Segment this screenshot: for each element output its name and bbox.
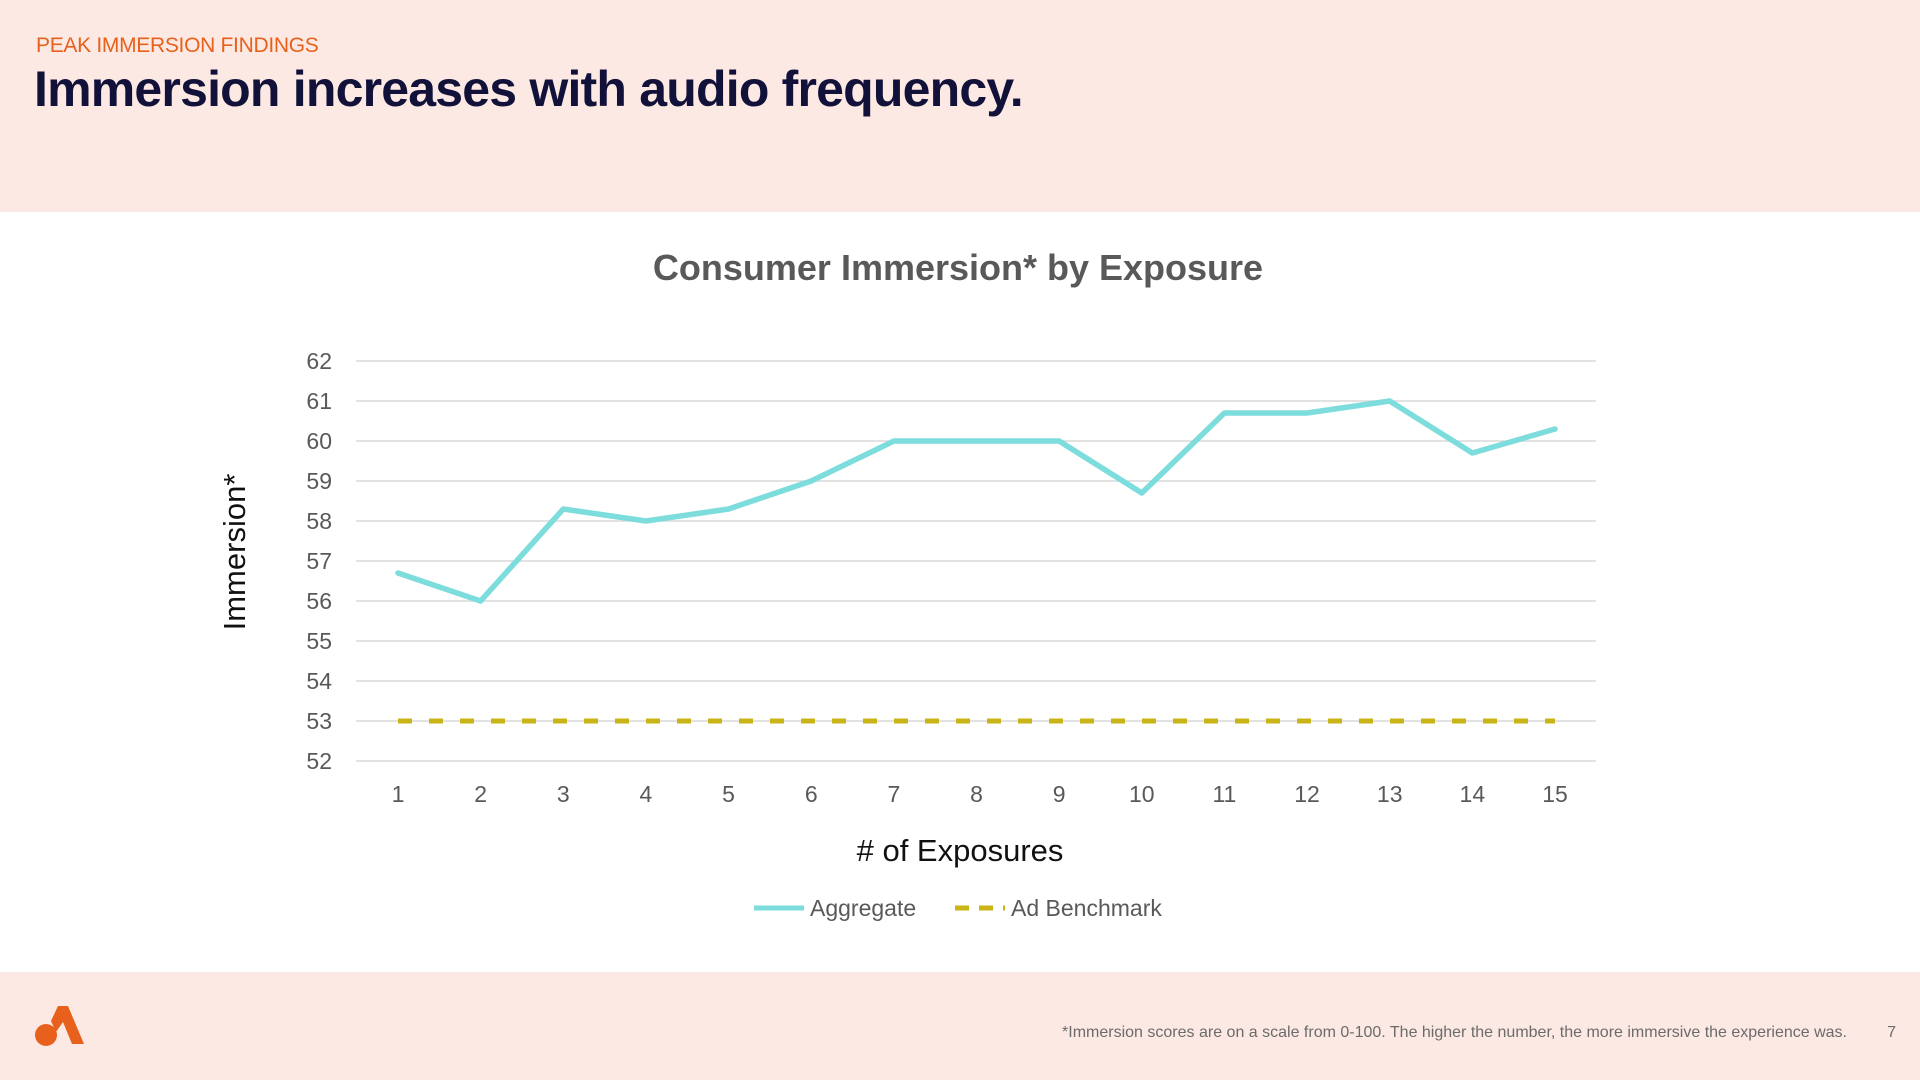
brand-logo-icon [35, 1006, 84, 1046]
x-tick-label: 10 [1129, 781, 1155, 807]
slide-headline: Immersion increases with audio frequency… [34, 61, 1024, 117]
x-tick-label: 8 [970, 781, 983, 807]
chart-gridlines [356, 360, 1596, 762]
y-tick-label: 60 [306, 428, 332, 454]
slide-header: PEAK IMMERSION FINDINGS Immersion increa… [0, 0, 1920, 212]
chart-container: Consumer Immersion* by Exposure 52 53 54 55… [0, 212, 1920, 972]
chart-series [395, 398, 1558, 724]
chart-legend: Aggregate Ad Benchmark [754, 895, 1162, 921]
slide-footer: *Immersion scores are on a scale from 0-… [0, 972, 1920, 1080]
y-tick-label: 55 [306, 628, 332, 654]
x-tick-label: 7 [887, 781, 900, 807]
x-tick-label: 6 [805, 781, 818, 807]
x-tick-label: 3 [557, 781, 570, 807]
x-tick-label: 2 [474, 781, 487, 807]
footnote: *Immersion scores are on a scale from 0-… [1062, 1024, 1847, 1041]
y-tick-label: 57 [306, 548, 332, 574]
legend-label: Ad Benchmark [1011, 895, 1162, 921]
section-eyebrow: PEAK IMMERSION FINDINGS [36, 34, 319, 57]
series-line-aggregate [395, 398, 1558, 604]
chart-title: Consumer Immersion* by Exposure [653, 247, 1263, 288]
y-tick-label: 58 [306, 508, 332, 534]
page-number: 7 [1887, 1024, 1896, 1041]
x-tick-label: 12 [1294, 781, 1320, 807]
x-tick-label: 1 [392, 781, 405, 807]
x-tick-label: 9 [1053, 781, 1066, 807]
y-tick-label: 56 [306, 588, 332, 614]
y-tick-label: 54 [306, 668, 332, 694]
x-tick-label: 14 [1460, 781, 1486, 807]
y-tick-label: 53 [306, 708, 332, 734]
y-axis-label: Immersion* [217, 474, 252, 631]
x-axis-label: # of Exposures [857, 833, 1064, 868]
x-axis-ticks: 1 2 3 4 5 6 7 8 9 10 11 12 13 14 15 [392, 781, 1568, 807]
y-axis-ticks: 52 53 54 55 56 57 58 59 60 61 62 [306, 348, 332, 774]
x-tick-label: 4 [640, 781, 653, 807]
y-tick-label: 61 [306, 388, 332, 414]
line-chart: Consumer Immersion* by Exposure 52535455… [217, 247, 1596, 921]
x-tick-label: 15 [1542, 781, 1568, 807]
x-tick-label: 5 [722, 781, 735, 807]
y-tick-label: 62 [306, 348, 332, 374]
x-tick-label: 13 [1377, 781, 1403, 807]
legend-label: Aggregate [810, 895, 916, 921]
y-tick-label: 59 [306, 468, 332, 494]
x-tick-label: 11 [1212, 781, 1236, 807]
y-tick-label: 52 [306, 748, 332, 774]
